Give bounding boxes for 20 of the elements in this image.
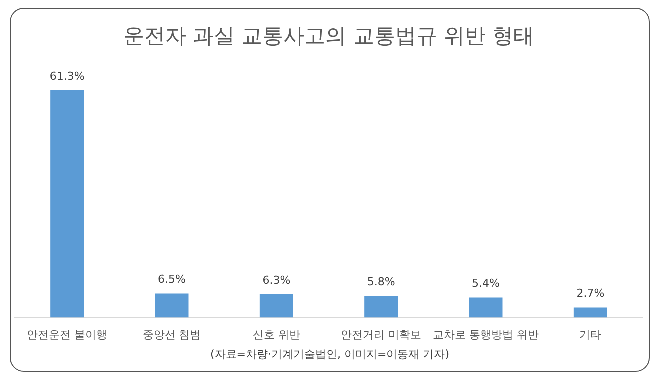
bar: [469, 298, 503, 318]
bar: [155, 294, 189, 318]
x-tick-label: 안전운전 불이행: [27, 328, 108, 342]
text: (자료=차량·기계기술법인, 이미지=이동재 기자): [209, 347, 450, 362]
x-tick-label: 기타: [580, 328, 602, 342]
data-label: 5.4%: [472, 277, 500, 290]
bar: [364, 296, 398, 318]
x-tick-label: 신호 위반: [252, 328, 300, 342]
x-tick-label: 중앙선 침범: [142, 328, 202, 342]
bar: [574, 308, 608, 318]
x-tick-label: 안전거리 미확보: [341, 328, 422, 342]
data-label: 61.3%: [50, 70, 85, 83]
data-label: 6.3%: [262, 274, 291, 287]
data-label: 6.5%: [158, 273, 186, 286]
bar: [50, 90, 84, 318]
data-label: 2.7%: [576, 287, 605, 300]
data-label: 5.8%: [367, 276, 396, 289]
x-tick-label: 교차로 통행방법 위반: [433, 328, 539, 342]
chart-title: 운전자 과실 교통사고의 교통법규 위반 형태: [123, 24, 535, 48]
bar: [260, 294, 294, 318]
